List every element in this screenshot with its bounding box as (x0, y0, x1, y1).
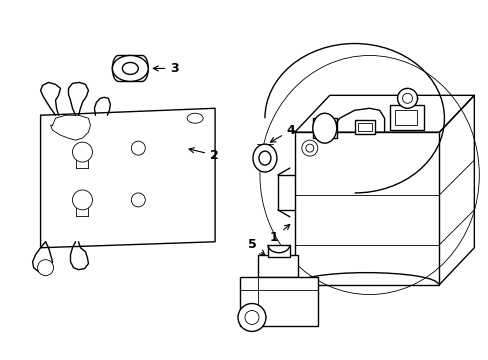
Ellipse shape (131, 193, 145, 207)
Ellipse shape (187, 113, 203, 123)
Bar (267, 245, 289, 257)
Ellipse shape (252, 144, 276, 172)
Text: 4: 4 (270, 124, 295, 142)
Ellipse shape (244, 310, 259, 324)
Text: 5: 5 (247, 238, 264, 255)
Ellipse shape (397, 88, 417, 108)
Text: 3: 3 (153, 62, 179, 75)
Ellipse shape (72, 142, 92, 162)
Ellipse shape (312, 113, 336, 143)
Bar (357, 123, 371, 131)
Ellipse shape (131, 141, 145, 155)
Bar (240, 276, 317, 327)
Ellipse shape (38, 260, 53, 276)
Bar (389, 105, 424, 130)
Ellipse shape (301, 140, 317, 156)
Ellipse shape (72, 190, 92, 210)
Ellipse shape (112, 55, 148, 81)
Ellipse shape (305, 144, 313, 152)
Ellipse shape (122, 62, 138, 75)
Bar (258, 255, 297, 276)
Bar (394, 110, 416, 125)
Ellipse shape (402, 93, 412, 103)
Ellipse shape (238, 303, 265, 332)
Ellipse shape (259, 151, 270, 165)
Text: 1: 1 (269, 224, 289, 244)
Text: 2: 2 (189, 148, 219, 162)
Bar (354, 120, 374, 134)
